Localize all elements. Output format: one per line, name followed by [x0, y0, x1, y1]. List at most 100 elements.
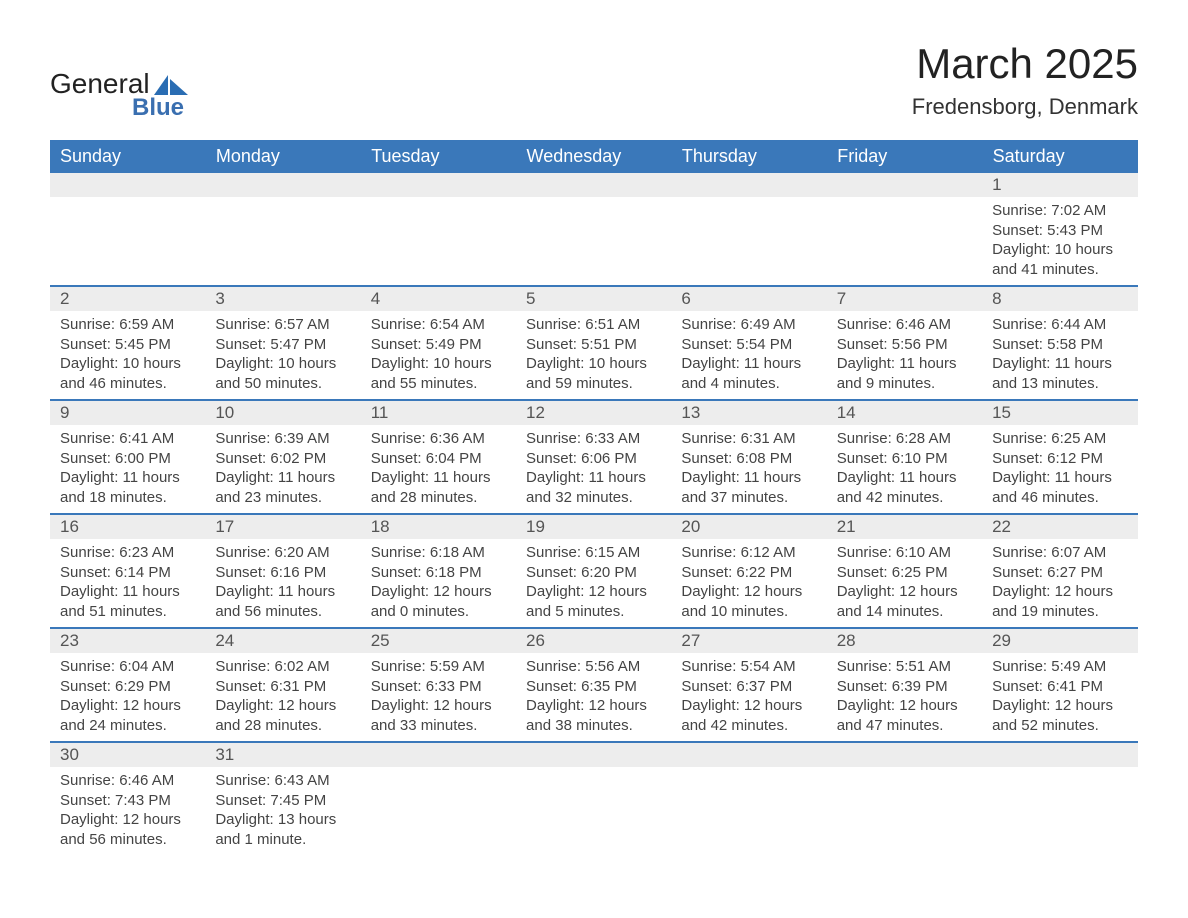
- sunrise-line: Sunrise: 6:46 AM: [60, 771, 195, 791]
- day-details: [671, 767, 826, 847]
- sunrise-line: Sunrise: 6:07 AM: [992, 543, 1127, 563]
- day-details: [50, 197, 205, 277]
- daylight-line: Daylight: 11 hours and 42 minutes.: [837, 468, 972, 507]
- weekday-header: Sunday: [50, 140, 205, 173]
- logo: General Blue: [50, 40, 188, 122]
- sunrise-line: Sunrise: 7:02 AM: [992, 201, 1127, 221]
- calendar-cell-empty: [827, 742, 982, 855]
- sunrise-line: Sunrise: 6:43 AM: [215, 771, 350, 791]
- calendar-cell: 25Sunrise: 5:59 AMSunset: 6:33 PMDayligh…: [361, 628, 516, 742]
- calendar-cell: 5Sunrise: 6:51 AMSunset: 5:51 PMDaylight…: [516, 286, 671, 400]
- sunrise-line: Sunrise: 6:46 AM: [837, 315, 972, 335]
- day-details: Sunrise: 6:44 AMSunset: 5:58 PMDaylight:…: [982, 311, 1137, 399]
- calendar-cell-empty: [671, 173, 826, 286]
- day-details: Sunrise: 6:28 AMSunset: 6:10 PMDaylight:…: [827, 425, 982, 513]
- day-number: [516, 173, 671, 197]
- day-number: 11: [361, 401, 516, 425]
- day-number: 8: [982, 287, 1137, 311]
- day-details: Sunrise: 6:43 AMSunset: 7:45 PMDaylight:…: [205, 767, 360, 855]
- calendar-cell-empty: [361, 742, 516, 855]
- daylight-line: Daylight: 12 hours and 19 minutes.: [992, 582, 1127, 621]
- calendar-week-row: 23Sunrise: 6:04 AMSunset: 6:29 PMDayligh…: [50, 628, 1138, 742]
- sunset-line: Sunset: 6:08 PM: [681, 449, 816, 469]
- calendar-body: 1Sunrise: 7:02 AMSunset: 5:43 PMDaylight…: [50, 173, 1138, 855]
- daylight-line: Daylight: 12 hours and 38 minutes.: [526, 696, 661, 735]
- day-number: 5: [516, 287, 671, 311]
- day-number: [50, 173, 205, 197]
- day-details: Sunrise: 5:54 AMSunset: 6:37 PMDaylight:…: [671, 653, 826, 741]
- sunrise-line: Sunrise: 6:18 AM: [371, 543, 506, 563]
- calendar-cell-empty: [827, 173, 982, 286]
- sunset-line: Sunset: 6:33 PM: [371, 677, 506, 697]
- day-details: [361, 197, 516, 277]
- weekday-header: Wednesday: [516, 140, 671, 173]
- sunset-line: Sunset: 6:25 PM: [837, 563, 972, 583]
- calendar-cell: 8Sunrise: 6:44 AMSunset: 5:58 PMDaylight…: [982, 286, 1137, 400]
- sunrise-line: Sunrise: 6:28 AM: [837, 429, 972, 449]
- daylight-line: Daylight: 12 hours and 47 minutes.: [837, 696, 972, 735]
- daylight-line: Daylight: 11 hours and 46 minutes.: [992, 468, 1127, 507]
- weekday-header: Thursday: [671, 140, 826, 173]
- day-number: 31: [205, 743, 360, 767]
- daylight-line: Daylight: 12 hours and 56 minutes.: [60, 810, 195, 849]
- daylight-line: Daylight: 12 hours and 24 minutes.: [60, 696, 195, 735]
- calendar-cell: 20Sunrise: 6:12 AMSunset: 6:22 PMDayligh…: [671, 514, 826, 628]
- page-header: General Blue March 2025 Fredensborg, Den…: [50, 40, 1138, 122]
- calendar-week-row: 16Sunrise: 6:23 AMSunset: 6:14 PMDayligh…: [50, 514, 1138, 628]
- calendar-cell: 29Sunrise: 5:49 AMSunset: 6:41 PMDayligh…: [982, 628, 1137, 742]
- sunset-line: Sunset: 5:45 PM: [60, 335, 195, 355]
- calendar-cell: 16Sunrise: 6:23 AMSunset: 6:14 PMDayligh…: [50, 514, 205, 628]
- day-details: Sunrise: 6:57 AMSunset: 5:47 PMDaylight:…: [205, 311, 360, 399]
- day-number: 24: [205, 629, 360, 653]
- day-details: Sunrise: 6:33 AMSunset: 6:06 PMDaylight:…: [516, 425, 671, 513]
- day-number: 3: [205, 287, 360, 311]
- calendar-week-row: 30Sunrise: 6:46 AMSunset: 7:43 PMDayligh…: [50, 742, 1138, 855]
- sunset-line: Sunset: 7:43 PM: [60, 791, 195, 811]
- daylight-line: Daylight: 11 hours and 9 minutes.: [837, 354, 972, 393]
- calendar-cell: 3Sunrise: 6:57 AMSunset: 5:47 PMDaylight…: [205, 286, 360, 400]
- sunrise-line: Sunrise: 6:15 AM: [526, 543, 661, 563]
- calendar-cell: 21Sunrise: 6:10 AMSunset: 6:25 PMDayligh…: [827, 514, 982, 628]
- calendar-cell: 19Sunrise: 6:15 AMSunset: 6:20 PMDayligh…: [516, 514, 671, 628]
- day-number: 4: [361, 287, 516, 311]
- daylight-line: Daylight: 10 hours and 50 minutes.: [215, 354, 350, 393]
- sunset-line: Sunset: 6:29 PM: [60, 677, 195, 697]
- day-details: Sunrise: 7:02 AMSunset: 5:43 PMDaylight:…: [982, 197, 1137, 285]
- calendar-cell: 2Sunrise: 6:59 AMSunset: 5:45 PMDaylight…: [50, 286, 205, 400]
- daylight-line: Daylight: 11 hours and 13 minutes.: [992, 354, 1127, 393]
- sunrise-line: Sunrise: 5:59 AM: [371, 657, 506, 677]
- sunrise-line: Sunrise: 6:02 AM: [215, 657, 350, 677]
- day-details: Sunrise: 6:46 AMSunset: 7:43 PMDaylight:…: [50, 767, 205, 855]
- sunrise-line: Sunrise: 6:31 AM: [681, 429, 816, 449]
- calendar-cell-empty: [982, 742, 1137, 855]
- sunset-line: Sunset: 6:20 PM: [526, 563, 661, 583]
- calendar-cell: 18Sunrise: 6:18 AMSunset: 6:18 PMDayligh…: [361, 514, 516, 628]
- sunset-line: Sunset: 6:14 PM: [60, 563, 195, 583]
- sunset-line: Sunset: 5:49 PM: [371, 335, 506, 355]
- day-details: Sunrise: 5:49 AMSunset: 6:41 PMDaylight:…: [982, 653, 1137, 741]
- calendar-cell-empty: [516, 173, 671, 286]
- weekday-header: Saturday: [982, 140, 1137, 173]
- day-details: Sunrise: 5:59 AMSunset: 6:33 PMDaylight:…: [361, 653, 516, 741]
- sunset-line: Sunset: 6:35 PM: [526, 677, 661, 697]
- sunrise-line: Sunrise: 6:23 AM: [60, 543, 195, 563]
- calendar-cell: 13Sunrise: 6:31 AMSunset: 6:08 PMDayligh…: [671, 400, 826, 514]
- day-number: 29: [982, 629, 1137, 653]
- daylight-line: Daylight: 12 hours and 28 minutes.: [215, 696, 350, 735]
- day-number: [982, 743, 1137, 767]
- calendar-cell: 1Sunrise: 7:02 AMSunset: 5:43 PMDaylight…: [982, 173, 1137, 286]
- calendar-cell: 7Sunrise: 6:46 AMSunset: 5:56 PMDaylight…: [827, 286, 982, 400]
- day-details: Sunrise: 6:51 AMSunset: 5:51 PMDaylight:…: [516, 311, 671, 399]
- sunset-line: Sunset: 6:10 PM: [837, 449, 972, 469]
- sunrise-line: Sunrise: 6:44 AM: [992, 315, 1127, 335]
- day-number: [361, 173, 516, 197]
- day-number: 28: [827, 629, 982, 653]
- daylight-line: Daylight: 11 hours and 37 minutes.: [681, 468, 816, 507]
- daylight-line: Daylight: 12 hours and 5 minutes.: [526, 582, 661, 621]
- sunrise-line: Sunrise: 6:51 AM: [526, 315, 661, 335]
- calendar-week-row: 1Sunrise: 7:02 AMSunset: 5:43 PMDaylight…: [50, 173, 1138, 286]
- sunset-line: Sunset: 7:45 PM: [215, 791, 350, 811]
- sunrise-line: Sunrise: 6:20 AM: [215, 543, 350, 563]
- sunrise-line: Sunrise: 6:33 AM: [526, 429, 661, 449]
- daylight-line: Daylight: 11 hours and 4 minutes.: [681, 354, 816, 393]
